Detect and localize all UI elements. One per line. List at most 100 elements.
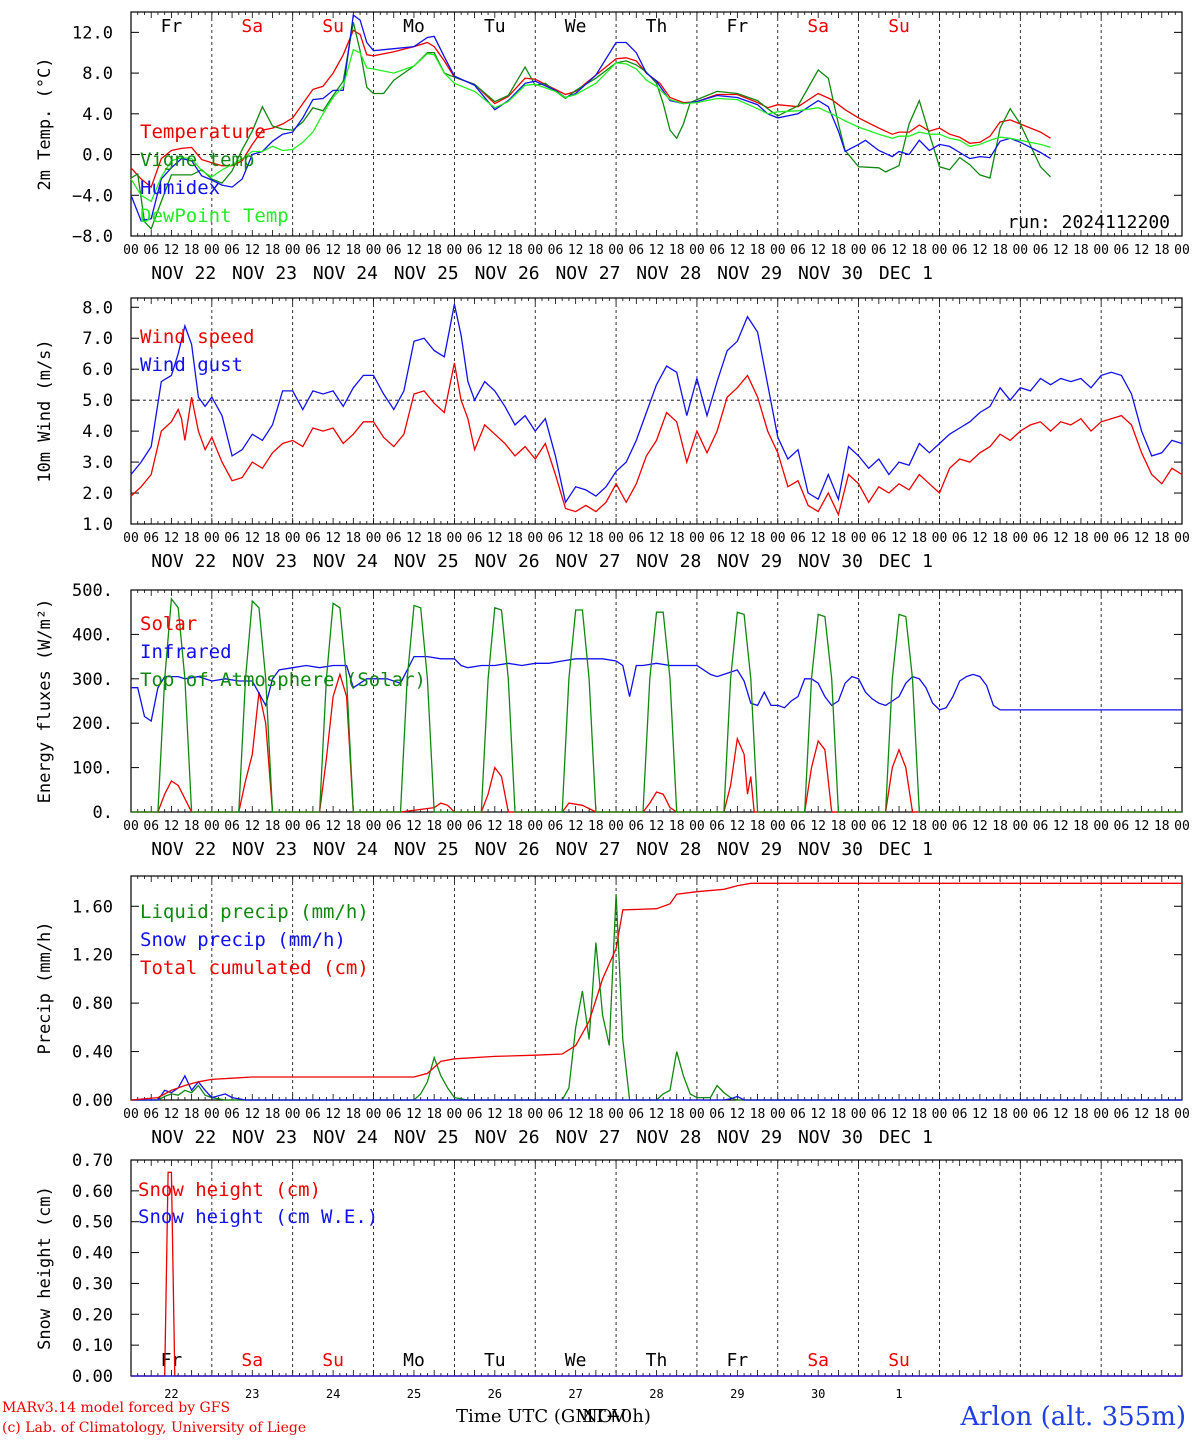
hour-label: 00 [447,243,463,258]
hour-label: 00 [932,819,948,834]
hour-label: 06 [871,1107,887,1122]
hour-label: 00 [447,819,463,834]
hour-label: 12 [891,1107,907,1122]
hour-label: 18 [831,1107,847,1122]
hour-label: 06 [790,243,806,258]
hour-label: 12 [568,1107,584,1122]
day-name-label: Th [646,1350,668,1371]
hour-label: 18 [669,819,685,834]
hour-label: 12 [487,819,503,834]
day-number-label: 29 [730,1387,744,1401]
legend-entry: Wind gust [140,354,243,376]
hour-label: 12 [1134,243,1150,258]
y-tick-label: 0.0 [82,146,113,166]
hour-label: 06 [143,531,159,546]
hour-label: 06 [386,1107,402,1122]
hour-label: 00 [366,819,382,834]
hour-label: 18 [265,819,281,834]
hour-label: 18 [992,243,1008,258]
day-name-label: Tu [484,1350,506,1371]
hour-label: 00 [770,1107,786,1122]
panel-1: 00 06 12 18 00 06 12 18 00 06 12 18 00 06 12 18 00 06 12 18… [35,11,1190,284]
hour-label: 00 [608,243,624,258]
hour-label: 00 [608,819,624,834]
series-line [130,304,1183,504]
hour-label: 12 [730,243,746,258]
day-number-label: 27 [568,1387,582,1401]
legend-entry: DewPoint Temp [140,205,289,227]
hour-label: 12 [810,531,826,546]
series-line [131,1171,1182,1377]
y-tick-label: 0.60 [72,1182,113,1202]
hour-label: 06 [1114,243,1130,258]
hour-label: 12 [164,531,180,546]
date-label: NOV 25 [394,551,459,572]
legend-entry: Temperature [140,121,266,143]
station-name: Arlon (alt. 355m) [960,1402,1186,1432]
legend-entry: Total cumulated (cm) [140,957,369,979]
date-label: NOV 27 [555,263,620,284]
hour-label: 18 [831,819,847,834]
date-label: NOV 26 [475,263,540,284]
y-tick-label: 4.0 [82,105,113,125]
hour-label: 12 [891,819,907,834]
hour-label: 18 [1073,531,1089,546]
hour-label: 18 [911,1107,927,1122]
hour-label: 18 [911,531,927,546]
date-label: NOV 27 [555,551,620,572]
date-label: NOV 30 [798,551,863,572]
hour-label: 18 [265,243,281,258]
y-tick-label: 0.10 [72,1336,113,1356]
hour-label: 18 [507,819,523,834]
hour-label: 12 [649,243,665,258]
day-number-label: 26 [488,1387,502,1401]
hour-label: 00 [285,819,301,834]
day-name-label: Mo [403,16,425,37]
hour-label: 06 [143,819,159,834]
hour-label: 12 [810,1107,826,1122]
series-line [130,48,1051,203]
day-name-label: Sa [241,1350,263,1371]
hour-label: 18 [911,819,927,834]
hour-label: 06 [548,531,564,546]
hour-label: 18 [588,819,604,834]
day-name-label: Mo [403,1350,425,1371]
hour-label: 06 [1033,819,1049,834]
hour-label: 12 [406,819,422,834]
hour-label: 12 [730,819,746,834]
y-tick-label: −8.0 [72,227,113,247]
hour-label: 06 [1114,819,1130,834]
hour-label: 18 [669,531,685,546]
date-label: NOV 27 [555,839,620,860]
series-line [130,29,1051,189]
hour-label: 12 [487,1107,503,1122]
hour-label: 00 [689,243,705,258]
hour-label: 06 [386,819,402,834]
hour-label: 18 [750,531,766,546]
hour-label: 00 [366,531,382,546]
y-tick-label: 12.0 [72,23,113,43]
hour-label: 18 [426,819,442,834]
hour-label: 06 [790,1107,806,1122]
hour-label: 00 [932,1107,948,1122]
legend-entry: Liquid precip (mm/h) [140,901,369,923]
day-number-label: 1 [895,1387,902,1401]
hour-label: 12 [164,819,180,834]
y-tick-label: 100. [72,759,113,779]
date-label: NOV 30 [798,839,863,860]
date-label: NOV 26 [475,551,540,572]
hour-label: 18 [1073,243,1089,258]
y-tick-label: 1.20 [72,946,113,966]
day-number-label: 25 [407,1387,421,1401]
hour-label: 00 [608,1107,624,1122]
hour-label: 06 [1033,243,1049,258]
hour-label: 06 [548,243,564,258]
hour-label: 00 [608,531,624,546]
hour-label: 18 [750,243,766,258]
hour-label: 18 [669,243,685,258]
hour-label: 00 [851,819,867,834]
y-tick-label: 0.20 [72,1305,113,1325]
day-name-label: We [565,1350,587,1371]
date-label: DEC 1 [879,263,933,284]
panel-5: 22 23 24 25 26 27 28 29 30 1 0.70 0.60 0.50 0.40 0.30 0… [35,1151,1183,1401]
